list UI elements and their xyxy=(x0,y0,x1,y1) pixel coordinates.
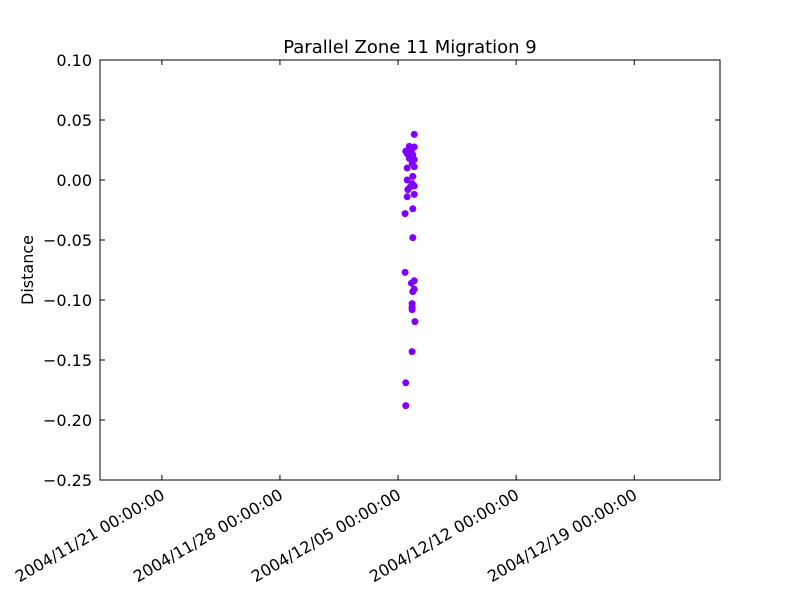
point xyxy=(403,164,411,172)
point xyxy=(409,288,417,296)
point xyxy=(410,190,418,198)
point xyxy=(410,130,418,138)
y-tick-label: 0.10 xyxy=(56,51,92,70)
point xyxy=(408,348,416,356)
point xyxy=(410,163,418,171)
y-tick-label: −0.05 xyxy=(43,231,92,250)
y-tick-label: −0.15 xyxy=(43,351,92,370)
y-tick-label: 0.00 xyxy=(56,171,92,190)
point xyxy=(411,318,419,326)
y-tick-label: −0.25 xyxy=(43,471,92,490)
point xyxy=(401,268,409,276)
x-axis-label: Date xyxy=(391,597,429,600)
plot-frame xyxy=(99,59,721,481)
y-tick-label: −0.20 xyxy=(43,411,92,430)
point xyxy=(410,182,418,190)
point xyxy=(403,193,411,201)
point xyxy=(402,402,410,410)
point xyxy=(409,205,417,213)
point xyxy=(410,143,418,151)
point xyxy=(402,379,410,387)
point xyxy=(409,172,417,180)
chart-title: Parallel Zone 11 Migration 9 xyxy=(283,37,537,58)
point xyxy=(408,306,416,314)
point xyxy=(407,279,415,287)
y-axis-label: Distance xyxy=(18,235,37,305)
point xyxy=(401,210,409,218)
y-tick-label: 0.05 xyxy=(56,111,92,130)
point xyxy=(403,176,411,184)
y-tick-label: −0.10 xyxy=(43,291,92,310)
point xyxy=(409,234,417,242)
point xyxy=(404,186,412,194)
